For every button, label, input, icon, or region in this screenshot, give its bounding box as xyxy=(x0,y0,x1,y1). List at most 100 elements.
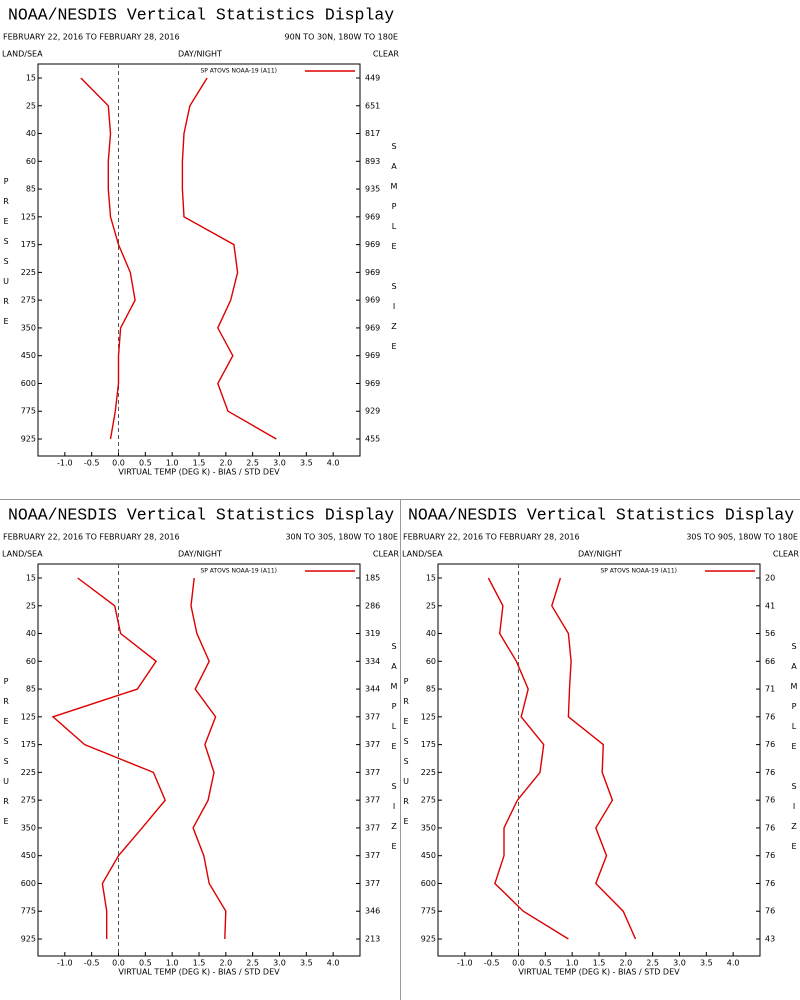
panel: NOAA/NESDIS Vertical Statistics Display F… xyxy=(2,5,400,476)
day-night: DAY/NIGHT xyxy=(178,50,222,59)
sample-size: 76 xyxy=(765,796,775,805)
region: 30N TO 30S, 180W TO 180E xyxy=(285,533,398,542)
sample-size: 377 xyxy=(365,768,380,777)
x-tick-label: 2.0 xyxy=(619,959,632,968)
x-tick-label: 2.0 xyxy=(219,959,232,968)
x-tick-label: -1.0 xyxy=(457,959,473,968)
y-tick-label: 275 xyxy=(421,796,436,805)
sample-size: 76 xyxy=(765,740,775,749)
x-tick-label: 3.0 xyxy=(273,959,286,968)
panel: NOAA/NESDIS Vertical Statistics Display F… xyxy=(402,505,800,976)
sample-size: 449 xyxy=(365,74,380,83)
sample-size: 213 xyxy=(365,935,380,944)
profile-line xyxy=(487,577,569,940)
x-tick-label: 1.5 xyxy=(193,459,206,468)
x-tick-label: 3.5 xyxy=(700,959,713,968)
sample-size: 76 xyxy=(765,879,775,888)
y-tick-label: 350 xyxy=(421,823,436,832)
y-tick-label: 925 xyxy=(21,435,36,444)
y-tick-label: 85 xyxy=(26,685,36,694)
x-tick-label: 0.5 xyxy=(539,959,552,968)
y2-axis-label: SAMPLE SIZE xyxy=(390,642,399,862)
sample-size: 377 xyxy=(365,851,380,860)
x-tick-label: 3.0 xyxy=(273,459,286,468)
y-tick-label: 600 xyxy=(21,879,36,888)
sample-size: 334 xyxy=(365,657,380,666)
x-tick-label: 3.5 xyxy=(300,459,313,468)
y-tick-label: 225 xyxy=(421,768,436,777)
chart-title: NOAA/NESDIS Vertical Statistics Display xyxy=(8,505,394,524)
x-tick-label: 2.0 xyxy=(219,459,232,468)
y-tick-label: 175 xyxy=(421,740,436,749)
sample-size: 377 xyxy=(365,823,380,832)
x-tick-label: -0.5 xyxy=(484,959,500,968)
sample-size: 41 xyxy=(765,601,775,610)
y-axis-label: PRESSURE xyxy=(402,677,411,837)
y-tick-label: 600 xyxy=(21,379,36,388)
y-tick-label: 275 xyxy=(21,296,36,305)
y2-axis-label: SAMPLE SIZE xyxy=(790,642,799,862)
sample-size: 344 xyxy=(365,685,380,694)
x-tick-label: -1.0 xyxy=(57,959,73,968)
x-tick-label: 1.0 xyxy=(566,959,579,968)
y-tick-label: 125 xyxy=(21,212,36,221)
sample-size: 20 xyxy=(765,574,775,583)
sample-size: 76 xyxy=(765,851,775,860)
y-tick-label: 925 xyxy=(421,935,436,944)
legend-label: SP ATOVS NOAA-19 (A11) xyxy=(600,568,677,575)
region: 30S TO 90S, 180W TO 180E xyxy=(686,533,798,542)
y-tick-label: 775 xyxy=(21,407,36,416)
y-tick-label: 40 xyxy=(26,629,36,638)
sample-size: 969 xyxy=(365,296,380,305)
sample-size: 377 xyxy=(365,712,380,721)
clear: CLEAR xyxy=(373,550,400,559)
sample-size: 969 xyxy=(365,351,380,360)
sample-size: 76 xyxy=(765,712,775,721)
x-axis-label: VIRTUAL TEMP (DEG K) - BIAS / STD DEV xyxy=(118,968,280,977)
x-tick-label: 4.0 xyxy=(727,959,740,968)
profile-line xyxy=(551,577,637,940)
sample-size: 377 xyxy=(365,796,380,805)
y2-axis-label: SAMPLE SIZE xyxy=(390,142,399,362)
x-tick-label: 0.0 xyxy=(112,459,125,468)
y-tick-label: 450 xyxy=(421,851,436,860)
sample-size: 935 xyxy=(365,185,380,194)
y-tick-label: 925 xyxy=(21,935,36,944)
x-tick-label: 2.5 xyxy=(646,959,659,968)
sample-size: 185 xyxy=(365,574,380,583)
y-tick-label: 275 xyxy=(21,796,36,805)
x-axis-label: VIRTUAL TEMP (DEG K) - BIAS / STD DEV xyxy=(518,968,680,977)
day-night: DAY/NIGHT xyxy=(578,550,622,559)
sample-size: 377 xyxy=(365,740,380,749)
y-tick-label: 450 xyxy=(21,851,36,860)
y-tick-label: 85 xyxy=(426,685,436,694)
sample-size: 76 xyxy=(765,768,775,777)
land-sea: LAND/SEA xyxy=(2,550,43,559)
x-tick-label: -1.0 xyxy=(57,459,73,468)
x-tick-label: 3.0 xyxy=(673,959,686,968)
profile-line xyxy=(181,77,277,440)
sample-size: 346 xyxy=(365,907,380,916)
x-tick-label: 0.0 xyxy=(512,959,525,968)
land-sea: LAND/SEA xyxy=(2,50,43,59)
sample-size: 66 xyxy=(765,657,775,666)
sample-size: 969 xyxy=(365,379,380,388)
y-tick-label: 775 xyxy=(421,907,436,916)
sample-size: 969 xyxy=(365,212,380,221)
y-tick-label: 350 xyxy=(21,323,36,332)
panel: NOAA/NESDIS Vertical Statistics Display F… xyxy=(2,505,400,976)
profile-line xyxy=(51,577,167,939)
y-tick-label: 450 xyxy=(21,351,36,360)
date-range: FEBRUARY 22, 2016 TO FEBRUARY 28, 2016 xyxy=(403,533,580,542)
x-tick-label: 2.5 xyxy=(246,459,259,468)
y-tick-label: 40 xyxy=(426,629,436,638)
y-axis-label: PRESSURE xyxy=(2,177,11,337)
legend-label: SP ATOVS NOAA-19 (A11) xyxy=(200,568,277,575)
x-tick-label: 4.0 xyxy=(327,459,340,468)
land-sea: LAND/SEA xyxy=(402,550,443,559)
sample-size: 455 xyxy=(365,435,380,444)
sample-size: 929 xyxy=(365,407,380,416)
x-tick-label: 4.0 xyxy=(327,959,340,968)
y-tick-label: 40 xyxy=(26,129,36,138)
